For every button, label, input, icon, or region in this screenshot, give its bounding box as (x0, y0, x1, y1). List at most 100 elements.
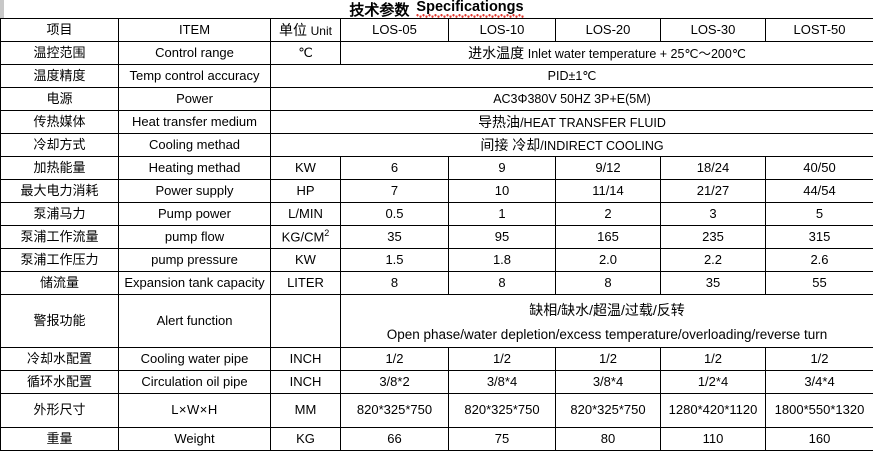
row-unit: KW (270, 248, 341, 272)
table-row: 泵浦工作压力 pump pressure KW 1.5 1.8 2.0 2.2 2.6 (0, 248, 873, 272)
cell-value: 1/2 (555, 347, 661, 371)
row-label-cn: 泵浦工作流量 (0, 225, 119, 249)
row-label-en: Heating methad (118, 156, 271, 180)
row-label-cn: 循环水配置 (0, 370, 119, 394)
sheet-left-gutter (0, 0, 4, 18)
cell-value: 95 (448, 225, 556, 249)
table-row: 加热能量 Heating methad KW 6 9 9/12 18/24 40/50 (0, 156, 873, 180)
header-model-4: LOS-30 (660, 18, 766, 42)
row-label-cn: 储流量 (0, 271, 119, 295)
header-model-2: LOS-10 (448, 18, 556, 42)
cell-value: 3 (660, 202, 766, 226)
row-label-en: Power supply (118, 179, 271, 203)
specifications-table-body: 项目 ITEM 单位 Unit LOS-05 LOS-10 LOS-20 LOS-30 LOS… (0, 18, 873, 451)
cell-value: 35 (660, 271, 766, 295)
cell-value: 3/8*4 (448, 370, 556, 394)
row-unit: L/MIN (270, 202, 341, 226)
row-unit: INCH (270, 347, 341, 371)
row-label-cn: 冷却方式 (0, 133, 119, 157)
cell-value: 1/2 (660, 347, 766, 371)
cell-value: 1/2 (448, 347, 556, 371)
cell-value: 75 (448, 427, 556, 451)
row-label-en: Expansion tank capacity (118, 271, 271, 295)
cell-value: 3/8*2 (340, 370, 449, 394)
cell-value: 18/24 (660, 156, 766, 180)
row-label-en: Temp control accuracy (118, 64, 271, 88)
cell-value: 820*325*750 (340, 393, 449, 428)
cell-value: 7 (340, 179, 449, 203)
cell-value: 2.0 (555, 248, 661, 272)
row-label-en: pump pressure (118, 248, 271, 272)
table-row: 电源 Power AC3Φ380V 50HZ 3P+E(5M) (0, 87, 873, 111)
row-label-cn: 电源 (0, 87, 119, 111)
row-label-cn: 泵浦马力 (0, 202, 119, 226)
row-label-cn: 最大电力消耗 (0, 179, 119, 203)
row-label-en: Cooling water pipe (118, 347, 271, 371)
row-label-en: L×W×H (118, 393, 271, 428)
row-unit: KW (270, 156, 341, 180)
table-row: 最大电力消耗 Power supply HP 7 10 11/14 21/27 44/54 (0, 179, 873, 203)
cell-value: 66 (340, 427, 449, 451)
row-label-cn: 温控范围 (0, 41, 119, 65)
row-label-en: Alert function (118, 294, 271, 348)
row-label-cn: 温度精度 (0, 64, 119, 88)
cell-value: 315 (765, 225, 873, 249)
header-model-1: LOS-05 (340, 18, 449, 42)
cell-value: 9/12 (555, 156, 661, 180)
cell-value: 165 (555, 225, 661, 249)
table-row: 传热媒体 Heat transfer medium 导热油/HEAT TRANSFE… (0, 110, 873, 134)
table-row: 泵浦工作流量 pump flow KG/CM2 35 95 165 235 315 (0, 225, 873, 249)
cell-value: 3/8*4 (555, 370, 661, 394)
header-unit: 单位 Unit (270, 18, 341, 42)
row-label-en: Cooling methad (118, 133, 271, 157)
cell-value: 35 (340, 225, 449, 249)
cell-value: 1/2 (765, 347, 873, 371)
cell-value: 8 (340, 271, 449, 295)
table-row: 外形尺寸 L×W×H MM 820*325*750 820*325*750 820*325… (0, 393, 873, 428)
table-header-row: 项目 ITEM 单位 Unit LOS-05 LOS-10 LOS-20 LOS-30 LOS… (0, 18, 873, 42)
row-unit: KG/CM2 (270, 225, 341, 249)
cell-value: 2.2 (660, 248, 766, 272)
alert-function-value: 缺相/缺水/超温/过载/反转 Open phase/water depletion… (340, 294, 873, 348)
cell-value: 8 (555, 271, 661, 295)
specifications-table: 项目 ITEM 单位 Unit LOS-05 LOS-10 LOS-20 LOS-30 LOS… (0, 18, 873, 451)
header-item-cn: 项目 (0, 18, 119, 42)
header-model-5: LOST-50 (765, 18, 873, 42)
merged-value: AC3Φ380V 50HZ 3P+E(5M) (270, 87, 873, 111)
cell-value: 820*325*750 (555, 393, 661, 428)
table-row: 冷却方式 Cooling methad 间接 冷却/INDIRECT COOLING (0, 133, 873, 157)
row-unit: ℃ (270, 41, 341, 65)
cell-value: 2 (555, 202, 661, 226)
row-label-en: pump flow (118, 225, 271, 249)
cell-value: 44/54 (765, 179, 873, 203)
cell-value: 1/2*4 (660, 370, 766, 394)
row-label-en: Control range (118, 41, 271, 65)
cell-value: 80 (555, 427, 661, 451)
header-model-3: LOS-20 (555, 18, 661, 42)
cell-value: 110 (660, 427, 766, 451)
merged-value: 导热油/HEAT TRANSFER FLUID (270, 110, 873, 134)
table-row: 温控范围 Control range ℃ 进水温度 Inlet water tempe… (0, 41, 873, 65)
cell-value: 235 (660, 225, 766, 249)
row-label-en: Weight (118, 427, 271, 451)
table-row: 温度精度 Temp control accuracy PID±1℃ (0, 64, 873, 88)
table-row: 重量 Weight KG 66 75 80 110 160 (0, 427, 873, 451)
row-label-en: Circulation oil pipe (118, 370, 271, 394)
row-unit (270, 294, 341, 348)
cell-value: 8 (448, 271, 556, 295)
row-label-cn: 警报功能 (0, 294, 119, 348)
row-label-en: Heat transfer medium (118, 110, 271, 134)
cell-value: 55 (765, 271, 873, 295)
header-item-en: ITEM (118, 18, 271, 42)
cell-value: 160 (765, 427, 873, 451)
cell-value: 1/2 (340, 347, 449, 371)
cell-value: 1 (448, 202, 556, 226)
row-unit: KG (270, 427, 341, 451)
row-label-cn: 重量 (0, 427, 119, 451)
cell-value: 40/50 (765, 156, 873, 180)
cell-value: 3/4*4 (765, 370, 873, 394)
row-label-cn: 传热媒体 (0, 110, 119, 134)
cell-value: 1.5 (340, 248, 449, 272)
row-label-en: Pump power (118, 202, 271, 226)
